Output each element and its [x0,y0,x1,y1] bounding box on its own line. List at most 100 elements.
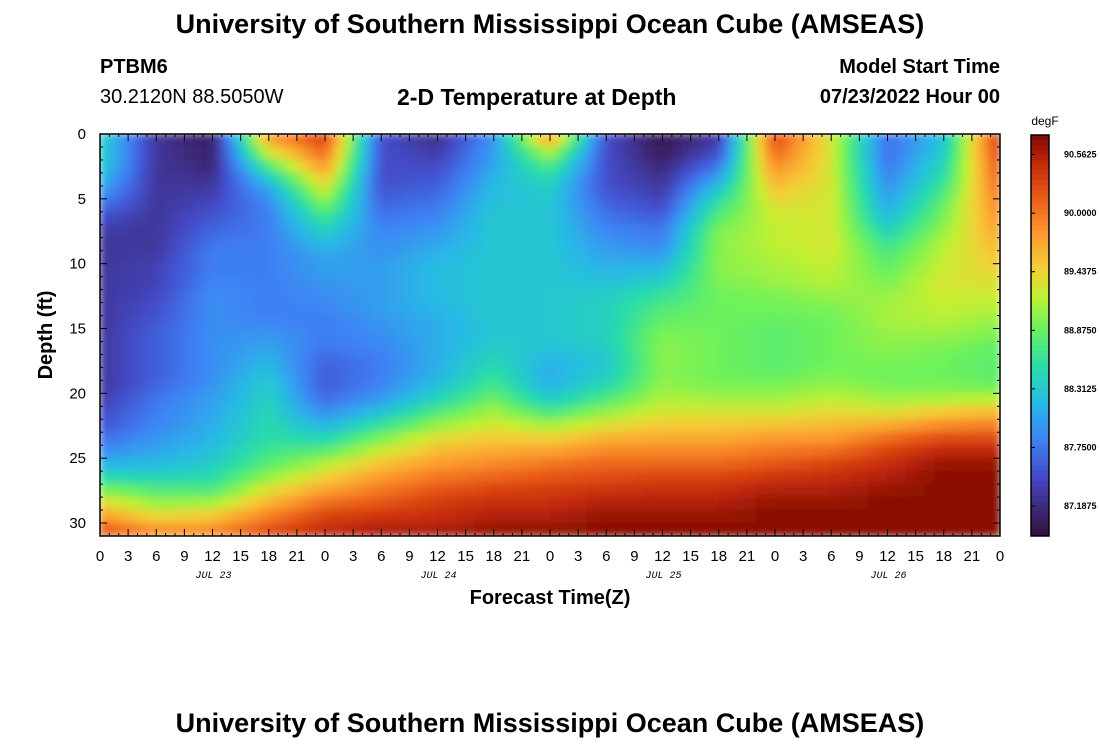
heatmap-cell [352,457,363,472]
heatmap-cell [483,328,495,342]
x-tick-label: 18 [260,548,277,565]
heatmap-cell [427,366,438,381]
heatmap-cell [380,444,392,459]
heatmap-cell [108,302,120,317]
heatmap-cell [962,328,973,342]
heatmap-cell [362,302,373,317]
heatmap-cell [718,418,729,433]
heatmap-cell [258,172,270,187]
heatmap-cell [202,146,213,161]
heatmap-cell [296,444,307,459]
heatmap-cell [249,522,260,536]
heatmap-cell [521,146,532,161]
heatmap-cell [587,185,598,200]
y-tick-label: 5 [78,191,86,208]
heatmap-cell [755,302,767,317]
heatmap-cell [521,224,532,239]
heatmap-cell [530,185,542,200]
colorbar-swatch [1031,245,1049,251]
heatmap-cell [100,237,110,252]
heatmap-cell [277,522,288,536]
heatmap-cell [699,483,710,498]
heatmap-cell [296,289,307,304]
heatmap-cell [783,509,795,524]
heatmap-cell [287,353,298,368]
heatmap-cell [568,496,579,511]
heatmap-cell [765,431,776,446]
heatmap-cell [549,211,560,226]
heatmap-cell [633,211,645,226]
heatmap-cell [193,353,204,368]
heatmap-cell [952,483,963,498]
heatmap-cell [512,328,523,342]
heatmap-cell [943,302,954,317]
heatmap-cell [268,198,279,213]
heatmap-cell [100,276,110,291]
heatmap-cell [315,302,326,317]
heatmap-cell [212,392,223,407]
heatmap-cell [399,159,410,174]
heatmap-cell [727,237,738,252]
heatmap-cell [793,159,804,174]
heatmap-cell [633,509,645,524]
heatmap-cell [277,134,288,148]
heatmap-cell [980,405,992,420]
heatmap-cell [746,418,757,433]
heatmap-cell [652,250,663,265]
heatmap-cell [933,146,945,161]
heatmap-cell [662,289,673,304]
heatmap-cell [671,457,682,472]
heatmap-cell [540,405,551,420]
heatmap-cell [118,289,129,304]
heatmap-cell [727,457,738,472]
heatmap-cell [643,315,654,330]
heatmap-cell [905,392,917,407]
heatmap-cell [830,405,842,420]
heatmap-cell [474,379,485,394]
heatmap-cell [549,263,560,278]
station-coordinates: 30.2120N 88.5050W [100,86,284,108]
heatmap-cell [680,379,692,394]
heatmap-cell [587,392,598,407]
heatmap-cell [615,276,626,291]
heatmap-cell [343,211,354,226]
heatmap-cell [399,211,410,226]
heatmap-cell [296,405,307,420]
heatmap-cell [605,172,617,187]
heatmap-cell [952,444,963,459]
heatmap-cell [558,289,570,304]
heatmap-cell [474,315,485,330]
heatmap-cell [905,366,917,381]
heatmap-cell [390,237,401,252]
heatmap-cell [990,392,1000,407]
heatmap-cell [240,224,251,239]
heatmap-cell [793,379,804,394]
heatmap-cell [446,509,457,524]
heatmap-cell [746,392,757,407]
heatmap-cell [296,340,307,355]
heatmap-cell [455,496,467,511]
heatmap-cell [455,276,467,291]
heatmap-cell [690,405,701,420]
heatmap-cell [315,211,326,226]
heatmap-cell [465,263,476,278]
heatmap-cell [202,224,213,239]
heatmap-cell [718,276,729,291]
heatmap-cell [408,250,420,265]
heatmap-cell [858,185,870,200]
heatmap-cell [324,250,335,265]
heatmap-cell [896,496,907,511]
heatmap-cell [530,509,542,524]
heatmap-cell [137,134,148,148]
heatmap-cell [118,159,129,174]
heatmap-cell [455,405,467,420]
heatmap-cell [446,431,457,446]
heatmap-cell [427,328,438,342]
heatmap-cell [296,198,307,213]
heatmap-cell [362,224,373,239]
heatmap-cell [840,250,851,265]
heatmap-cell [380,418,392,433]
heatmap-cell [858,302,870,317]
heatmap-cell [558,340,570,355]
heatmap-cell [418,185,429,200]
